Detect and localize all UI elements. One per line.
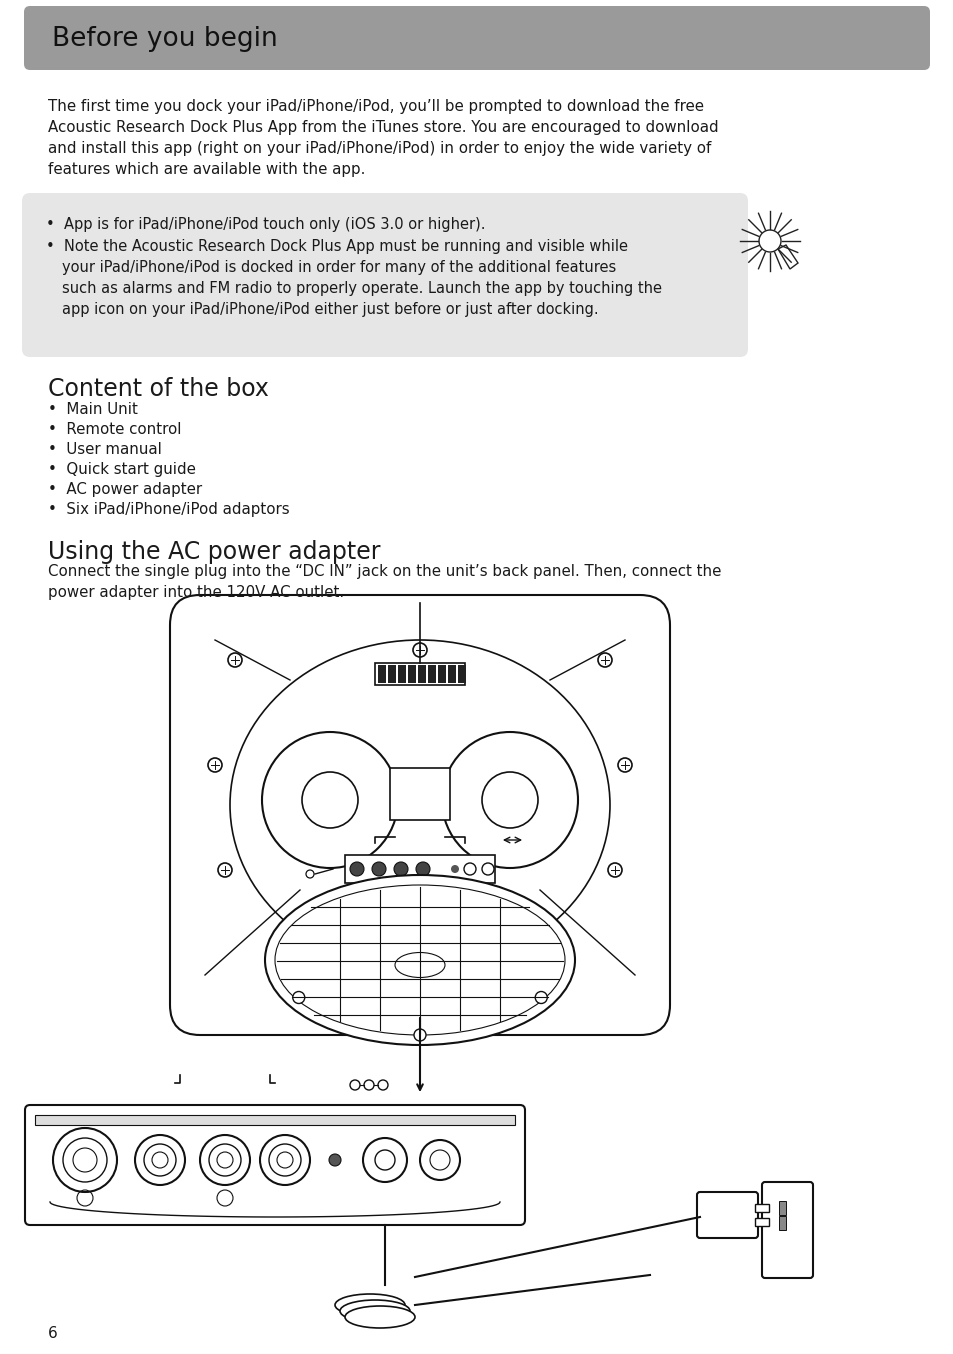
Circle shape xyxy=(414,1029,426,1041)
Text: app icon on your iPad/iPhone/iPod either just before or just after docking.: app icon on your iPad/iPhone/iPod either… xyxy=(62,302,598,317)
FancyBboxPatch shape xyxy=(25,1105,524,1225)
Text: and install this app (right on your iPad/iPhone/iPod) in order to enjoy the wide: and install this app (right on your iPad… xyxy=(48,141,711,156)
Text: such as alarms and FM radio to properly operate. Launch the app by touching the: such as alarms and FM radio to properly … xyxy=(62,282,661,297)
Ellipse shape xyxy=(265,875,575,1045)
Text: Content of the box: Content of the box xyxy=(48,376,269,401)
FancyBboxPatch shape xyxy=(761,1182,812,1278)
Bar xyxy=(408,665,416,682)
Polygon shape xyxy=(778,245,797,269)
Text: Acoustic Research Dock Plus App from the iTunes store. You are encouraged to dow: Acoustic Research Dock Plus App from the… xyxy=(48,121,718,135)
Text: Using the AC power adapter: Using the AC power adapter xyxy=(48,540,380,565)
Circle shape xyxy=(350,862,364,876)
Circle shape xyxy=(759,230,781,252)
Bar xyxy=(448,665,456,682)
Ellipse shape xyxy=(335,1294,405,1316)
Bar xyxy=(388,665,395,682)
Text: •  Main Unit: • Main Unit xyxy=(48,402,138,417)
Circle shape xyxy=(535,991,547,1003)
Bar xyxy=(417,665,426,682)
Text: •  User manual: • User manual xyxy=(48,441,162,458)
Text: •  AC power adapter: • AC power adapter xyxy=(48,482,202,497)
Text: •  Six iPad/iPhone/iPod adaptors: • Six iPad/iPhone/iPod adaptors xyxy=(48,502,290,517)
FancyBboxPatch shape xyxy=(170,594,669,1034)
Bar xyxy=(779,1216,785,1229)
Text: 6: 6 xyxy=(48,1326,58,1340)
Text: •  Remote control: • Remote control xyxy=(48,422,181,437)
Text: Connect the single plug into the “DC IN” jack on the unit’s back panel. Then, co: Connect the single plug into the “DC IN”… xyxy=(48,565,720,580)
Text: •  Quick start guide: • Quick start guide xyxy=(48,462,195,477)
Text: •  Note the Acoustic Research Dock Plus App must be running and visible while: • Note the Acoustic Research Dock Plus A… xyxy=(46,240,627,255)
Text: features which are available with the app.: features which are available with the ap… xyxy=(48,162,365,177)
Bar xyxy=(390,768,450,821)
Text: your iPad/iPhone/iPod is docked in order for many of the additional features: your iPad/iPhone/iPod is docked in order… xyxy=(62,260,616,275)
Bar xyxy=(437,665,446,682)
Circle shape xyxy=(372,862,386,876)
Bar xyxy=(35,1114,515,1125)
Bar xyxy=(779,1201,785,1215)
Text: The first time you dock your iPad/iPhone/iPod, you’ll be prompted to download th: The first time you dock your iPad/iPhone… xyxy=(48,99,703,114)
Text: Before you begin: Before you begin xyxy=(52,26,277,51)
Text: power adapter into the 120V AC outlet.: power adapter into the 120V AC outlet. xyxy=(48,585,344,600)
Bar xyxy=(397,665,406,682)
Bar xyxy=(375,663,464,685)
Circle shape xyxy=(394,862,408,876)
Ellipse shape xyxy=(345,1307,415,1328)
FancyBboxPatch shape xyxy=(22,194,747,357)
Circle shape xyxy=(293,991,304,1003)
Bar xyxy=(428,665,436,682)
Bar xyxy=(754,1219,768,1225)
Text: •  App is for iPad/iPhone/iPod touch only (iOS 3.0 or higher).: • App is for iPad/iPhone/iPod touch only… xyxy=(46,217,485,232)
Circle shape xyxy=(451,865,458,873)
Bar xyxy=(457,665,465,682)
Bar xyxy=(345,854,495,883)
Circle shape xyxy=(329,1154,340,1166)
Circle shape xyxy=(416,862,430,876)
Bar xyxy=(754,1204,768,1212)
Ellipse shape xyxy=(395,952,444,978)
FancyBboxPatch shape xyxy=(697,1192,758,1238)
Ellipse shape xyxy=(339,1300,410,1322)
Bar xyxy=(377,665,386,682)
FancyBboxPatch shape xyxy=(24,5,929,70)
